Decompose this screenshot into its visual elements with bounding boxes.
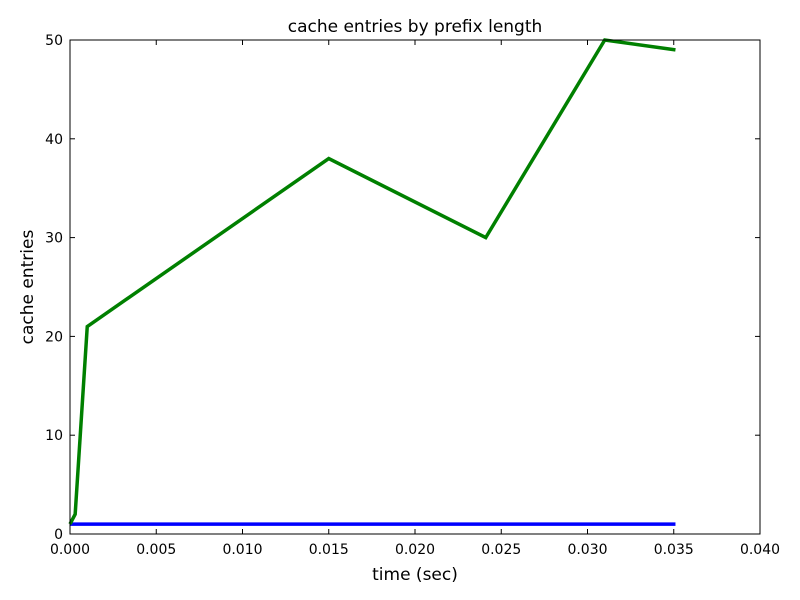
plot-frame xyxy=(69,39,761,535)
y-axis-label: cache entries xyxy=(18,230,38,345)
x-tick-label: 0.030 xyxy=(567,542,607,558)
y-tick-label: 50 xyxy=(45,33,63,49)
x-tick-label: 0.000 xyxy=(50,542,90,558)
x-axis-label: time (sec) xyxy=(372,565,458,585)
x-tick-label: 0.040 xyxy=(740,542,780,558)
y-tick-label: 20 xyxy=(45,329,63,345)
y-tick-label: 10 xyxy=(45,428,63,444)
y-tick-label: 30 xyxy=(45,231,63,247)
x-tick-label: 0.010 xyxy=(222,542,262,558)
x-tick-label: 0.035 xyxy=(654,542,694,558)
ticks-layer: 0.000 0.005 0.010 0.015 0.020 0.025 0.030 0.035… xyxy=(45,33,780,558)
x-tick-label: 0.005 xyxy=(136,542,176,558)
y-tick-label: 0 xyxy=(54,527,63,543)
y-tick-label: 40 xyxy=(45,132,63,148)
chart-title: cache entries by prefix length xyxy=(288,17,543,37)
x-tick-label: 0.020 xyxy=(395,542,435,558)
x-tick-label: 0.015 xyxy=(309,542,349,558)
x-tick-label: 0.025 xyxy=(481,542,521,558)
axes-frame xyxy=(69,39,761,535)
